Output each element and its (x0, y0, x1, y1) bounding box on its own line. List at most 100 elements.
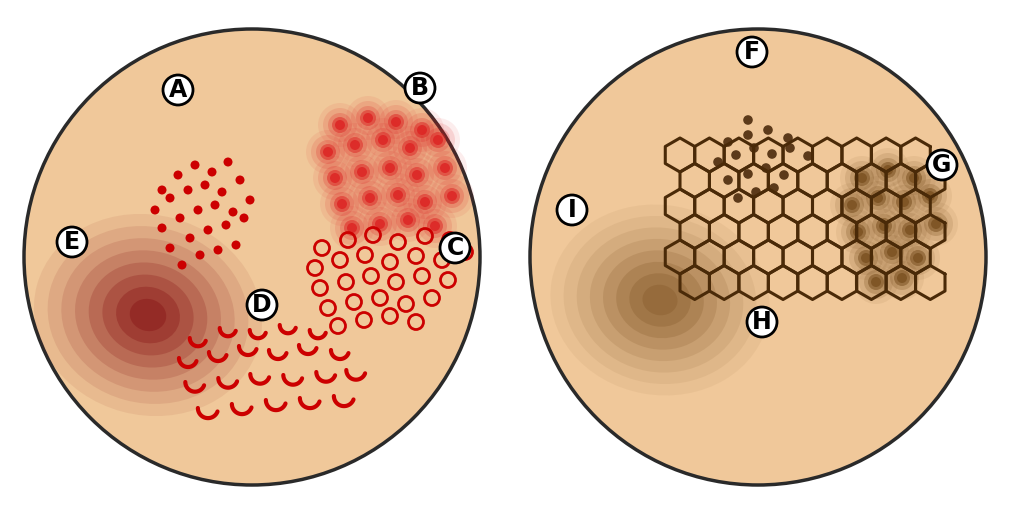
Circle shape (858, 250, 874, 266)
Circle shape (433, 156, 457, 180)
Circle shape (158, 224, 167, 232)
Circle shape (379, 105, 413, 139)
Circle shape (922, 188, 938, 204)
Circle shape (897, 161, 931, 195)
Circle shape (731, 150, 740, 160)
Circle shape (871, 277, 881, 287)
Circle shape (417, 125, 427, 135)
Circle shape (733, 193, 742, 203)
Circle shape (894, 270, 910, 286)
Circle shape (913, 253, 923, 263)
Circle shape (400, 158, 434, 192)
Circle shape (231, 241, 240, 249)
Circle shape (375, 219, 385, 229)
Ellipse shape (116, 287, 180, 344)
Circle shape (330, 206, 374, 250)
Circle shape (902, 222, 918, 238)
Circle shape (228, 208, 237, 216)
Text: F: F (744, 40, 761, 64)
Circle shape (332, 117, 348, 133)
Circle shape (311, 135, 345, 169)
Text: G: G (932, 153, 951, 177)
Circle shape (356, 106, 380, 130)
Circle shape (743, 130, 752, 140)
Circle shape (423, 214, 447, 238)
Circle shape (213, 246, 222, 254)
Circle shape (414, 122, 430, 138)
Circle shape (906, 246, 930, 270)
Circle shape (385, 163, 395, 173)
Circle shape (723, 137, 733, 147)
Circle shape (409, 167, 425, 183)
Circle shape (928, 216, 944, 232)
Ellipse shape (129, 299, 167, 331)
Circle shape (368, 146, 412, 190)
Circle shape (396, 208, 420, 232)
Circle shape (374, 100, 418, 144)
Circle shape (884, 244, 900, 260)
Circle shape (330, 192, 354, 216)
Circle shape (235, 176, 244, 184)
Circle shape (378, 156, 402, 180)
Circle shape (854, 170, 870, 186)
Ellipse shape (550, 204, 770, 396)
Circle shape (423, 146, 467, 190)
Circle shape (896, 194, 912, 210)
Circle shape (178, 261, 187, 269)
Circle shape (373, 151, 407, 185)
Circle shape (850, 224, 866, 240)
Circle shape (779, 170, 789, 180)
Circle shape (350, 140, 360, 150)
Circle shape (890, 266, 914, 290)
Circle shape (880, 162, 896, 178)
Circle shape (395, 153, 439, 197)
Ellipse shape (603, 250, 717, 350)
Circle shape (901, 241, 935, 275)
Circle shape (402, 140, 418, 156)
Circle shape (408, 185, 442, 219)
Circle shape (925, 191, 935, 201)
Circle shape (768, 149, 777, 159)
Circle shape (430, 174, 474, 218)
Circle shape (335, 120, 345, 130)
Circle shape (530, 29, 986, 485)
Circle shape (418, 209, 452, 243)
Circle shape (166, 194, 175, 202)
Circle shape (323, 147, 333, 157)
Circle shape (898, 218, 922, 242)
Circle shape (849, 241, 883, 275)
Ellipse shape (47, 226, 248, 404)
Circle shape (176, 214, 185, 222)
Circle shape (340, 150, 384, 194)
Circle shape (444, 188, 460, 204)
Circle shape (347, 137, 363, 153)
Circle shape (333, 123, 377, 167)
Circle shape (405, 113, 439, 147)
Circle shape (861, 181, 895, 215)
Circle shape (318, 161, 352, 195)
Circle shape (313, 156, 357, 200)
Circle shape (57, 227, 87, 257)
Circle shape (223, 158, 232, 166)
Circle shape (876, 218, 892, 234)
Circle shape (882, 180, 926, 224)
Ellipse shape (590, 239, 730, 361)
Circle shape (433, 135, 443, 145)
Circle shape (323, 166, 347, 190)
Circle shape (876, 158, 900, 182)
Circle shape (888, 208, 932, 252)
Circle shape (384, 110, 408, 134)
Circle shape (846, 220, 870, 244)
Circle shape (870, 230, 914, 274)
Circle shape (306, 130, 350, 174)
Circle shape (391, 117, 401, 127)
Ellipse shape (34, 214, 262, 416)
Ellipse shape (89, 263, 207, 368)
Circle shape (318, 103, 362, 147)
Circle shape (390, 187, 406, 203)
Circle shape (803, 151, 813, 161)
Circle shape (906, 170, 922, 186)
Circle shape (335, 211, 369, 245)
Circle shape (375, 132, 391, 148)
Circle shape (835, 188, 869, 222)
